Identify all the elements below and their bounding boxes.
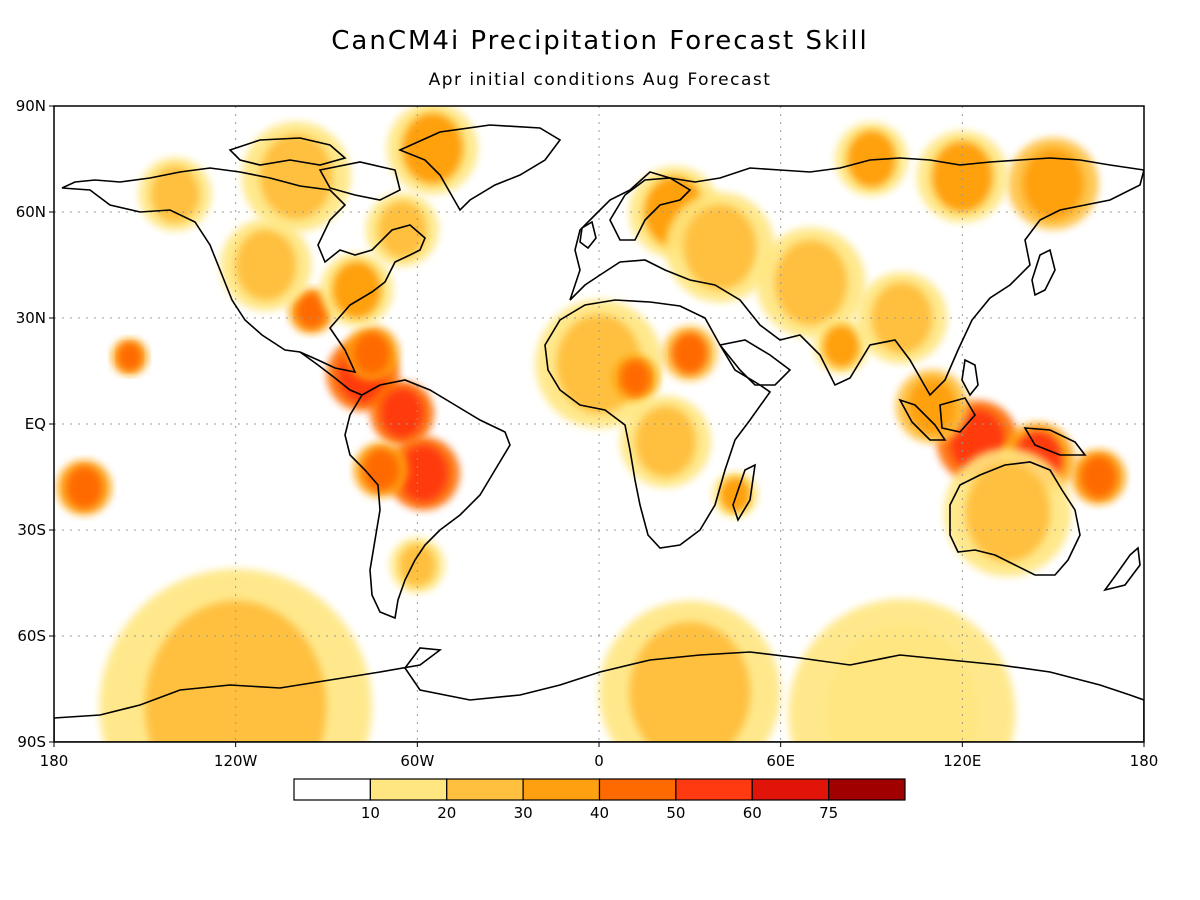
lat-tick-label-5: 60S (17, 627, 46, 645)
colorbar-label-6: 75 (819, 804, 838, 822)
skill-region-22 (823, 325, 860, 368)
lat-tick-label-4: 30S (17, 521, 46, 539)
coast-borneo (939, 397, 976, 433)
skill-region-30 (965, 462, 1051, 562)
skill-region-3 (362, 448, 400, 492)
skill-region-21 (774, 240, 848, 326)
lat-tick-label-2: 30N (16, 309, 46, 327)
skill-field (57, 106, 1126, 742)
coast-eurasia (569, 157, 1144, 397)
skill-region-15 (620, 360, 651, 396)
coast-south-america (344, 379, 511, 620)
coast-central-america (299, 351, 363, 396)
coast-new-zealand (1103, 546, 1141, 592)
skill-region-2 (399, 445, 448, 502)
skill-region-35 (826, 625, 978, 742)
coast-new-guinea (1023, 427, 1087, 456)
skill-region-12 (402, 113, 463, 184)
skill-region-32 (399, 544, 436, 587)
coast-baffin (318, 161, 401, 201)
coast-british-isles (579, 220, 597, 250)
colorbar-swatch-7 (828, 778, 906, 801)
coast-australia (949, 461, 1081, 576)
colorbar-label-1: 20 (437, 804, 456, 822)
skill-region-16 (671, 332, 708, 375)
coast-greenland (397, 124, 562, 212)
skill-region-5 (296, 293, 327, 329)
lon-tick-label-4: 60E (766, 752, 795, 770)
colorbar-swatch-2 (446, 778, 524, 801)
lat-axis: 90N 60N 30N EQ 30S 60S 90S (16, 97, 54, 751)
lon-tick-label-1: 120W (214, 752, 258, 770)
skill-region-13 (150, 166, 200, 223)
skill-region-18 (720, 477, 751, 513)
skill-region-20 (683, 204, 757, 290)
colorbar-swatch-4 (598, 778, 677, 801)
skill-region-26 (847, 130, 896, 188)
lat-tick-label-1: 60N (16, 203, 46, 221)
colorbar-label-2: 30 (514, 804, 533, 822)
lon-tick-label-3: 0 (594, 752, 604, 770)
skill-region-1 (381, 388, 424, 439)
skill-region-6 (66, 466, 103, 509)
skill-region-31 (907, 378, 957, 435)
colorbar: 10 20 30 40 50 60 75 (293, 778, 906, 822)
skill-region-23 (871, 282, 933, 354)
coast-africa (544, 299, 772, 549)
skill-region-9 (235, 229, 297, 301)
coast-arctic-islands (228, 137, 347, 166)
map-subtitle: Apr initial conditions Aug Forecast (428, 70, 772, 90)
skill-region-17 (635, 406, 696, 477)
lon-tick-label-6: 180 (1130, 752, 1159, 770)
lon-axis: 180 120W 60W 0 60E 120E 180 (40, 742, 1159, 770)
coast-arabia (718, 339, 792, 386)
colorbar-swatch-1 (369, 778, 448, 801)
lon-tick-label-5: 120E (943, 752, 981, 770)
skill-region-10 (377, 201, 427, 258)
colorbar-label-5: 60 (743, 804, 762, 822)
colorbar-label-4: 50 (666, 804, 685, 822)
colorbar-label-3: 40 (590, 804, 609, 822)
lon-tick-label-0: 180 (40, 752, 69, 770)
lat-tick-label-6: 90S (17, 733, 46, 751)
coast-sumatra (898, 398, 947, 441)
skill-region-25 (932, 141, 993, 212)
colorbar-swatch-6 (751, 778, 830, 801)
colorbar-label-0: 10 (361, 804, 380, 822)
skill-region-34 (629, 621, 751, 742)
skill-region-8 (332, 261, 381, 318)
coast-madagascar (732, 463, 757, 522)
map-title: CanCM4i Precipitation Forecast Skill (331, 26, 869, 56)
coastlines (54, 124, 1144, 742)
coast-japan (1031, 248, 1056, 297)
colorbar-swatch-3 (522, 778, 601, 801)
skill-region-4 (353, 332, 391, 375)
coast-philippines (961, 358, 979, 397)
lat-tick-label-3: EQ (25, 415, 46, 433)
colorbar-swatch-5 (675, 778, 753, 801)
skill-region-7 (117, 342, 142, 371)
coast-north-america (61, 167, 426, 374)
lat-tick-label-0: 90N (16, 97, 46, 115)
skill-region-29 (1080, 455, 1117, 499)
lon-tick-label-2: 60W (400, 752, 434, 770)
colorbar-swatch-0 (293, 778, 371, 801)
skill-region-24 (1022, 148, 1084, 220)
coast-scandinavia (609, 177, 692, 241)
skill-region-11 (259, 134, 333, 220)
coast-antarctica (54, 647, 1144, 742)
